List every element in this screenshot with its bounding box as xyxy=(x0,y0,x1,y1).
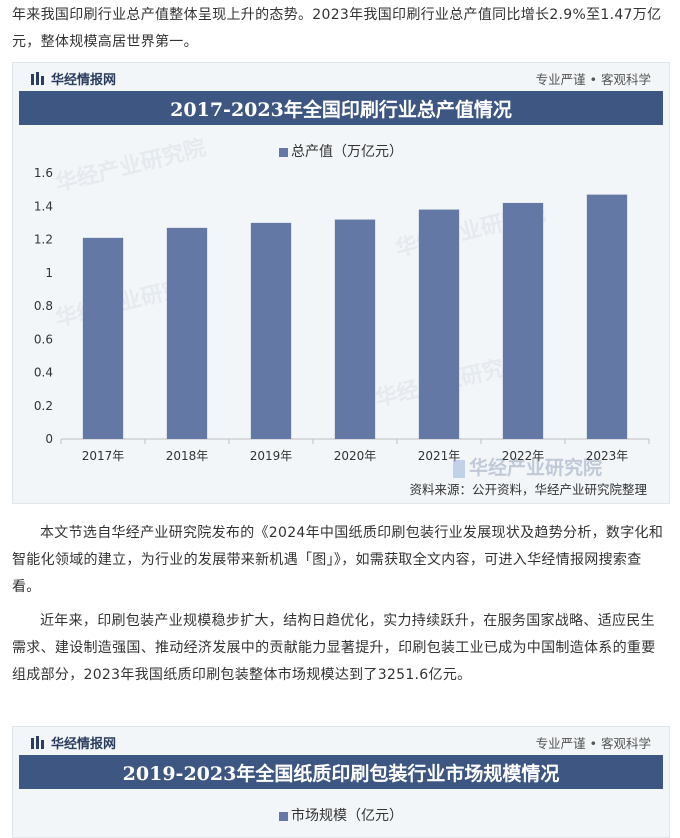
y-tick-label: 0.4 xyxy=(34,366,53,380)
x-tick-label: 2019年 xyxy=(250,449,293,463)
legend-label: 市场规模（亿元） xyxy=(291,808,403,824)
x-tick-label: 2022年 xyxy=(502,449,545,463)
y-tick-label: 0.2 xyxy=(34,399,53,413)
logo-watermark-icon xyxy=(453,459,465,478)
article-paragraph-1: 本文节选自华经产业研究院发布的《2024年中国纸质印刷包装行业发展现状及趋势分析… xyxy=(12,525,664,595)
chart-legend: 市场规模（亿元） xyxy=(13,805,669,825)
data-source: 资料来源：公开资料，华经产业研究院整理 xyxy=(409,482,647,497)
x-tick-label: 2023年 xyxy=(586,449,629,463)
y-tick-label: 0 xyxy=(45,432,53,446)
bar xyxy=(586,194,628,439)
intro-paragraph: 年来我国印刷行业总产值整体呈现上升的态势。2023年我国印刷行业总产值同比增长2… xyxy=(12,7,662,50)
chart-title: 2017-2023年全国印刷行业总产值情况 xyxy=(19,91,663,125)
bar-chart-output-value: 0 0.2 0.4 0.6 0.8 1 1.2 1.4 1.6 2017年 2018年 2019年 20… xyxy=(34,166,650,463)
brand-logo-icon xyxy=(31,736,44,749)
slogan: 专业严谨 • 客观科学 xyxy=(535,72,651,87)
chart-title: 2019-2023年全国纸质印刷包装行业市场规模情况 xyxy=(19,755,663,789)
bar xyxy=(418,209,460,439)
y-tick-label: 1.6 xyxy=(34,166,53,180)
slogan: 专业严谨 • 客观科学 xyxy=(535,736,651,751)
x-tick-label: 2020年 xyxy=(334,449,377,463)
logo-watermark: 华经产业研究院 xyxy=(453,453,602,480)
bar xyxy=(166,227,208,439)
x-tick-label: 2018年 xyxy=(166,449,209,463)
legend-label: 总产值（万亿元） xyxy=(291,144,403,160)
y-tick-label: 1.2 xyxy=(34,233,53,247)
bar xyxy=(82,237,124,439)
article-paragraph-2: 近年来，印刷包装产业规模稳步扩大，结构日趋优化，实力持续跃升，在服务国家战略、适… xyxy=(12,613,656,683)
brand-name: 华经情报网 xyxy=(51,737,117,752)
chart-legend: 总产值（万亿元） xyxy=(13,141,669,161)
y-tick-label: 0.8 xyxy=(34,299,53,313)
logo-watermark-text: 华经产业研究院 xyxy=(469,457,603,479)
brand-logo-icon xyxy=(31,72,44,85)
x-tick-label: 2021年 xyxy=(418,449,461,463)
brand: 华经情报网 xyxy=(31,69,116,88)
chart-card-output-value: 华经情报网 专业严谨 • 客观科学 2017-2023年全国印刷行业总产值情况 … xyxy=(12,62,670,504)
bar xyxy=(250,222,292,439)
legend-swatch xyxy=(279,147,288,157)
bar xyxy=(502,202,544,439)
card-header: 华经情报网 专业严谨 • 客观科学 xyxy=(13,727,669,755)
legend-swatch xyxy=(279,811,288,821)
y-tick-label: 1.4 xyxy=(34,199,53,213)
card-header: 华经情报网 专业严谨 • 客观科学 xyxy=(13,63,669,91)
brand: 华经情报网 xyxy=(31,733,116,752)
bar xyxy=(334,219,376,439)
brand-name: 华经情报网 xyxy=(51,73,117,88)
chart-card-market-size: 华经情报网 专业严谨 • 客观科学 2019-2023年全国纸质印刷包装行业市场… xyxy=(12,726,670,838)
y-tick-label: 1 xyxy=(45,266,53,280)
y-tick-label: 0.6 xyxy=(34,332,53,346)
x-tick-label: 2017年 xyxy=(82,449,125,463)
